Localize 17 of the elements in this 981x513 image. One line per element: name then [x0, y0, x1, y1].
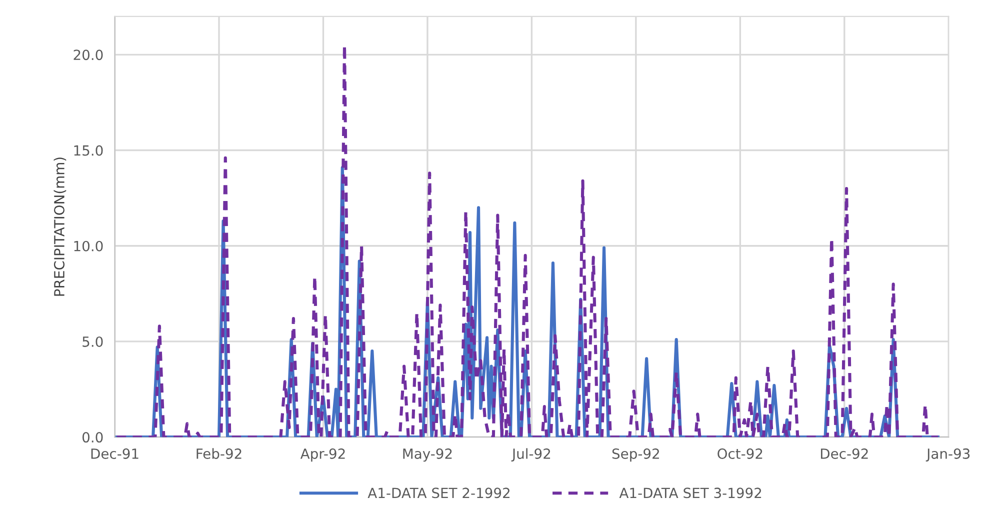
y-tick-label: 15.0 — [74, 145, 103, 156]
x-tick-label: Feb-92 — [196, 448, 242, 459]
y-axis-title: PRECIPITATION(mm) — [54, 158, 66, 296]
legend-label: A1-DATA SET 3-1992 — [619, 488, 762, 498]
y-tick-label: 0.0 — [82, 432, 103, 443]
y-tick-label: 5.0 — [82, 336, 103, 347]
x-tick-label: Dec-91 — [91, 448, 138, 459]
x-tick-label: Jul-92 — [511, 448, 550, 462]
y-tick-label: 20.0 — [74, 50, 103, 60]
x-tick-label: Sep-92 — [612, 448, 659, 462]
x-tick-label: May-92 — [403, 448, 452, 462]
x-tick-label: Jan-93 — [926, 448, 970, 462]
legend-label: A1-DATA SET 2-1992 — [368, 488, 510, 498]
y-tick-label: 10.0 — [74, 240, 103, 252]
x-tick-label: Oct-92 — [718, 448, 762, 459]
x-tick-label: Dec-92 — [820, 448, 868, 459]
x-tick-label: Apr-92 — [300, 448, 345, 462]
